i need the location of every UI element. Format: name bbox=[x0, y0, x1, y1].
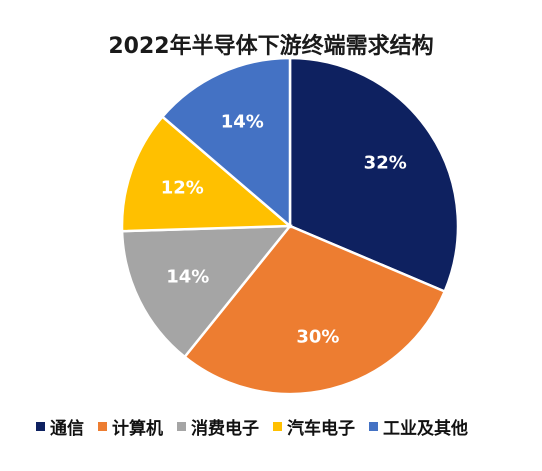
legend-swatch bbox=[98, 422, 107, 431]
pie-data-label-qiche: 12% bbox=[161, 178, 204, 199]
chart-title: 2022年半导体下游终端需求结构 bbox=[108, 34, 434, 59]
legend-label: 计算机 bbox=[112, 419, 163, 439]
legend-label: 消费电子 bbox=[191, 419, 259, 439]
legend-label: 通信 bbox=[50, 419, 84, 439]
pie-slice-gongye bbox=[160, 56, 292, 229]
legend-item-gongye: 工业及其他 bbox=[369, 414, 468, 439]
pie-slice-xiaofei bbox=[120, 224, 293, 359]
pie-data-label-jisuanji: 30% bbox=[296, 326, 339, 347]
legend-swatch bbox=[36, 422, 45, 431]
pie-data-label-gongye: 14% bbox=[221, 112, 264, 133]
legend-item-jisuanji: 计算机 bbox=[98, 414, 163, 439]
legend: 通信 计算机 消费电子 汽车电子 工业及其他 bbox=[36, 414, 536, 439]
legend-item-tongxin: 通信 bbox=[36, 414, 84, 439]
pie-slice-jisuanji bbox=[182, 224, 447, 396]
pie-data-label-tongxin: 32% bbox=[364, 152, 407, 173]
legend-label: 汽车电子 bbox=[287, 419, 355, 439]
legend-label: 工业及其他 bbox=[383, 419, 468, 439]
pie-slice-tongxin bbox=[288, 56, 460, 294]
legend-swatch bbox=[369, 422, 378, 431]
pie-slice-qiche bbox=[120, 114, 294, 233]
legend-swatch bbox=[273, 422, 282, 431]
legend-item-qiche: 汽车电子 bbox=[273, 414, 355, 439]
legend-swatch bbox=[177, 422, 186, 431]
pie-data-label-xiaofei: 14% bbox=[166, 266, 209, 287]
legend-item-xiaofei: 消费电子 bbox=[177, 414, 259, 439]
